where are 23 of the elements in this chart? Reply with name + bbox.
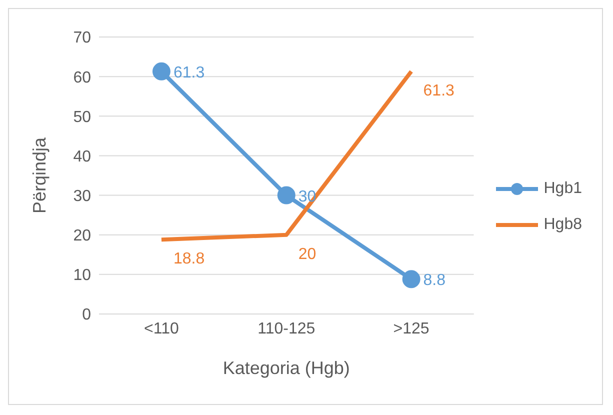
data-label: 61.3 <box>173 64 205 82</box>
data-label: 8.8 <box>423 272 446 290</box>
x-tick-label: >125 <box>393 320 430 338</box>
legend-label: Hgb1 <box>544 180 582 198</box>
x-tick-label: 110-125 <box>258 320 316 338</box>
data-label: 18.8 <box>173 250 205 268</box>
y-tick-label: 70 <box>73 30 92 47</box>
data-label: 61.3 <box>423 82 455 100</box>
y-tick-label: 50 <box>73 108 92 126</box>
point <box>152 62 170 80</box>
y-axis-title: Përqindja <box>29 136 50 214</box>
point <box>402 270 420 288</box>
y-tick-label: 10 <box>73 267 92 284</box>
legend-label: Hgb8 <box>544 216 582 234</box>
data-label: 20 <box>298 246 316 263</box>
y-tick-label: 20 <box>73 228 92 245</box>
x-axis-title: Kategoria (Hgb) <box>222 358 350 378</box>
point <box>277 186 296 204</box>
y-tick-label: 0 <box>82 306 92 324</box>
y-tick-label: 40 <box>73 148 92 166</box>
y-tick-label: 30 <box>73 188 92 205</box>
y-tick-label: 60 <box>73 69 92 86</box>
x-tick-label: <110 <box>144 320 179 338</box>
